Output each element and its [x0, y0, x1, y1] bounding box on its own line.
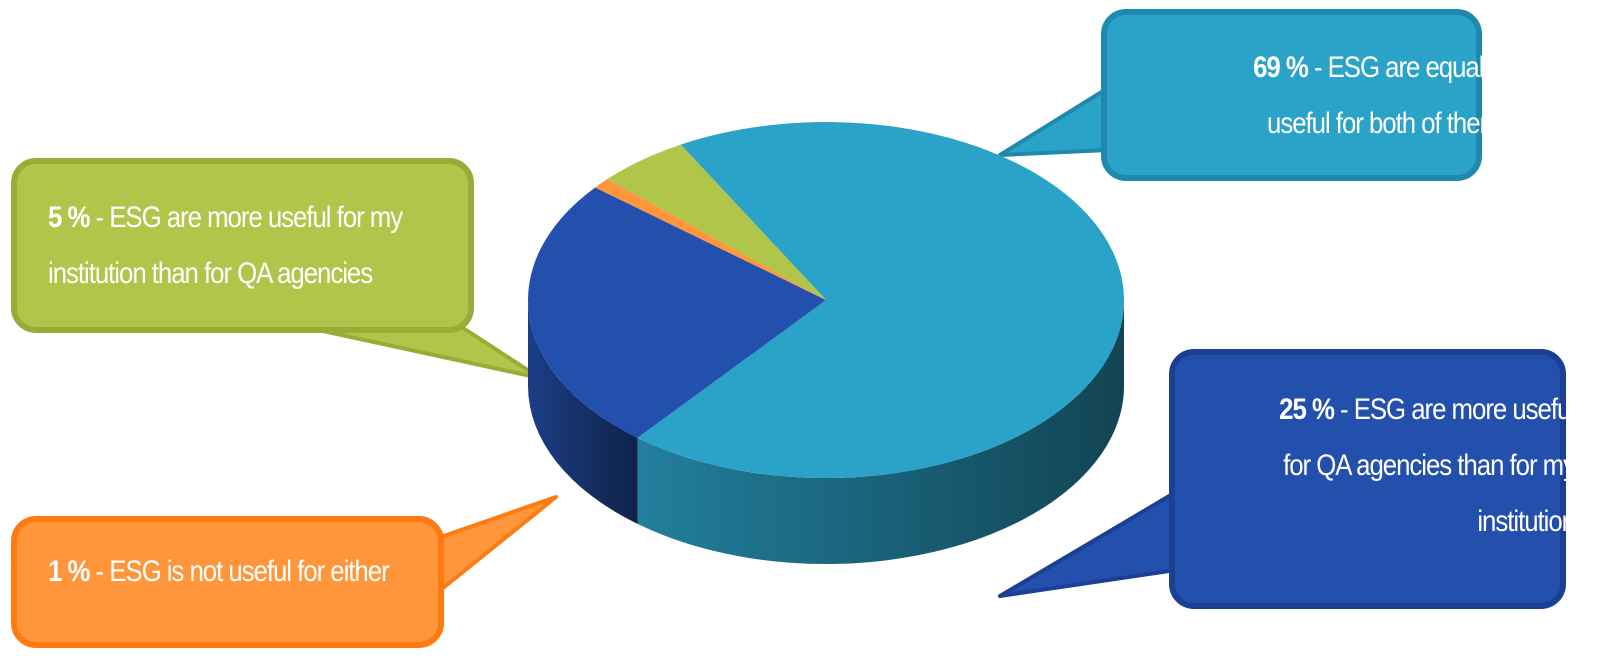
callout-inst — [11, 158, 542, 380]
callout-69-text: 69 % - ESG are equally useful for both o… — [1175, 40, 1501, 152]
pie-slice-either — [595, 179, 826, 300]
pie-slice-inst — [607, 144, 826, 300]
callout-69-line2: useful for both of them — [1267, 107, 1501, 140]
callout-25-line3: institution — [1477, 505, 1576, 538]
callout-equal-tail — [998, 86, 1110, 157]
callout-25-percent: 25 % — [1279, 393, 1335, 426]
callout-5-line2: institution than for QA agencies — [48, 257, 373, 290]
pie-slice-equal — [637, 122, 1124, 479]
callout-inst-tail — [298, 324, 542, 380]
callout-either — [11, 495, 558, 648]
callout-qa — [998, 349, 1566, 609]
callout-inst-box — [11, 158, 474, 333]
callout-layer — [11, 9, 1566, 648]
callout-1-text: 1 % - ESG is not useful for either — [48, 544, 409, 600]
callout-equal — [998, 9, 1482, 181]
callout-69-percent: 69 % — [1253, 51, 1309, 84]
callout-qa-box — [1169, 349, 1566, 609]
callout-25-text: 25 % - ESG are more useful for QA agenci… — [1227, 382, 1576, 550]
callout-25-line2: for QA agencies than for my — [1283, 449, 1576, 482]
callout-either-box — [11, 516, 444, 648]
pie-3d — [528, 122, 1124, 565]
pie-side-qa — [528, 300, 638, 524]
pie-side-equal — [637, 300, 1124, 565]
callout-5-line1: - ESG are more useful for my — [95, 201, 404, 234]
callout-1-percent: 1 % — [48, 555, 90, 588]
pie-slice-qa — [528, 187, 826, 438]
callout-either-tail — [436, 495, 558, 594]
callout-5-percent: 5 % — [48, 201, 90, 234]
callout-equal-box — [1101, 9, 1482, 181]
callout-69-line1: - ESG are equally — [1313, 51, 1501, 84]
callout-25-line1: - ESG are more useful — [1340, 393, 1576, 426]
callout-5-text: 5 % - ESG are more useful for my institu… — [48, 190, 452, 302]
callout-1-line1: - ESG is not useful for either — [95, 555, 390, 588]
